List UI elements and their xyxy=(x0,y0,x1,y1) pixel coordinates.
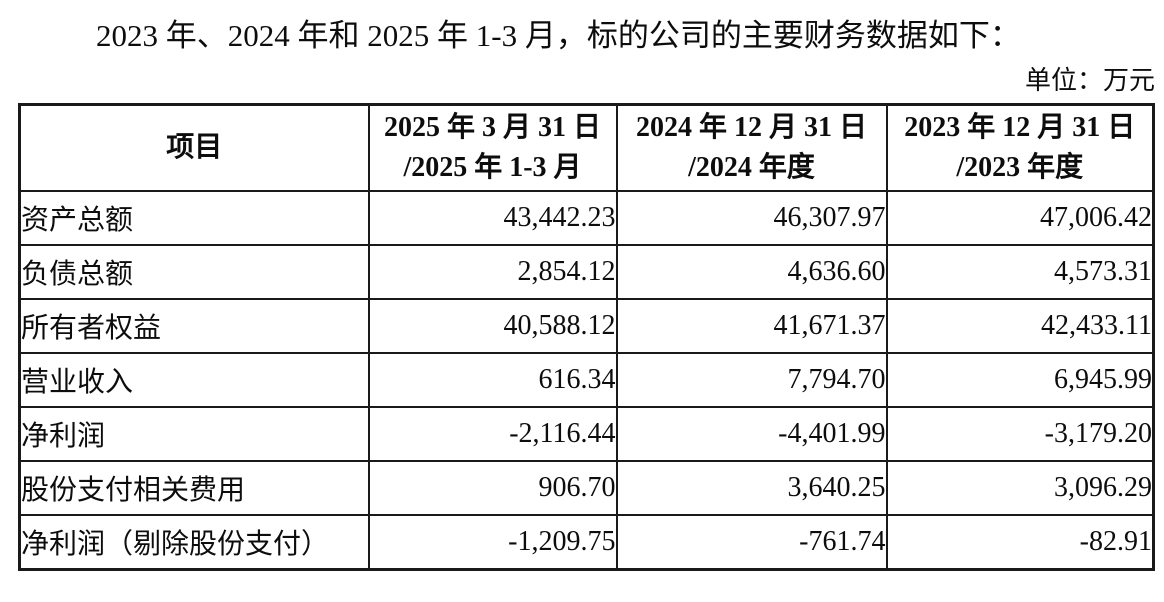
header-cell-item: 项目 xyxy=(18,103,370,192)
value-2025: 616.34 xyxy=(367,352,618,408)
table-header-row: 项目 2025 年 3 月 31 日 /2025 年 1-3 月 2024 年 … xyxy=(18,103,1155,192)
value-2023: 6,945.99 xyxy=(885,352,1155,408)
value-2025: -2,116.44 xyxy=(367,406,618,462)
value-2024: 41,671.37 xyxy=(615,298,888,354)
value-2024: 4,636.60 xyxy=(615,244,888,300)
table-row: 所有者权益 40,588.12 41,671.37 42,433.11 xyxy=(18,298,1155,354)
unit-label: 单位：万元 xyxy=(1024,66,1155,95)
value-2024: 7,794.70 xyxy=(615,352,888,408)
row-label: 营业收入 xyxy=(18,352,370,408)
header-period-2023-line2: /2023 年度 xyxy=(956,152,1084,183)
header-period-2025-line2: /2025 年 1-3 月 xyxy=(403,152,582,183)
financial-data-table: 项目 2025 年 3 月 31 日 /2025 年 1-3 月 2024 年 … xyxy=(18,103,1155,571)
row-label: 所有者权益 xyxy=(18,298,370,354)
value-2024: 3,640.25 xyxy=(615,460,888,516)
table-row: 股份支付相关费用 906.70 3,640.25 3,096.29 xyxy=(18,460,1155,516)
row-label: 净利润 xyxy=(18,406,370,462)
value-2023: 3,096.29 xyxy=(885,460,1155,516)
value-2024: -761.74 xyxy=(615,514,888,571)
table-row: 净利润（剔除股份支付） -1,209.75 -761.74 -82.91 xyxy=(18,514,1155,571)
table-row: 资产总额 43,442.23 46,307.97 47,006.42 xyxy=(18,190,1155,246)
header-cell-period-2023: 2023 年 12 月 31 日 /2023 年度 xyxy=(885,103,1155,192)
value-2025: -1,209.75 xyxy=(367,514,618,571)
header-cell-period-2024: 2024 年 12 月 31 日 /2024 年度 xyxy=(615,103,888,192)
value-2023: 42,433.11 xyxy=(885,298,1155,354)
row-label: 股份支付相关费用 xyxy=(18,460,370,516)
document-page: 2023 年、2024 年和 2025 年 1-3 月，标的公司的主要财务数据如… xyxy=(0,14,1164,571)
header-cell-period-2025: 2025 年 3 月 31 日 /2025 年 1-3 月 xyxy=(367,103,618,192)
value-2023: -3,179.20 xyxy=(885,406,1155,462)
value-2025: 40,588.12 xyxy=(367,298,618,354)
value-2023: -82.91 xyxy=(885,514,1155,571)
value-2023: 4,573.31 xyxy=(885,244,1155,300)
page-title: 2023 年、2024 年和 2025 年 1-3 月，标的公司的主要财务数据如… xyxy=(96,18,1021,53)
row-label: 负债总额 xyxy=(18,244,370,300)
row-label: 资产总额 xyxy=(18,190,370,246)
value-2025: 43,442.23 xyxy=(367,190,618,246)
header-period-2025-line1: 2025 年 3 月 31 日 xyxy=(383,112,601,143)
header-period-2023-line1: 2023 年 12 月 31 日 xyxy=(904,112,1136,143)
value-2025: 2,854.12 xyxy=(367,244,618,300)
value-2025: 906.70 xyxy=(367,460,618,516)
header-period-2024-line2: /2024 年度 xyxy=(688,152,815,183)
table-row: 负债总额 2,854.12 4,636.60 4,573.31 xyxy=(18,244,1155,300)
value-2023: 47,006.42 xyxy=(885,190,1155,246)
value-2024: 46,307.97 xyxy=(615,190,888,246)
header-period-2024-line1: 2024 年 12 月 31 日 xyxy=(635,112,867,143)
table-row: 营业收入 616.34 7,794.70 6,945.99 xyxy=(18,352,1155,408)
row-label: 净利润（剔除股份支付） xyxy=(18,514,370,571)
value-2024: -4,401.99 xyxy=(615,406,888,462)
table-row: 净利润 -2,116.44 -4,401.99 -3,179.20 xyxy=(18,406,1155,462)
